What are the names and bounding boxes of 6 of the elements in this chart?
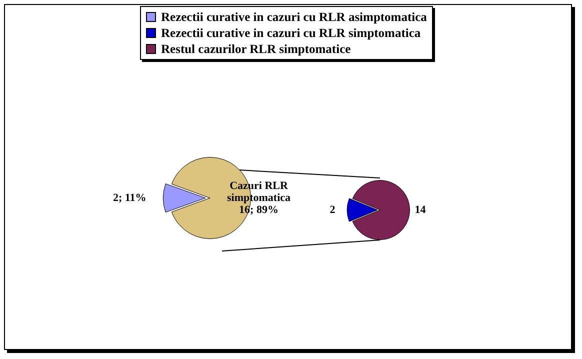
data-label: 14 xyxy=(414,204,426,216)
legend-label: Restul cazurilor RLR simptomatice xyxy=(161,41,351,57)
legend-label: Rezectii curative in cazuri cu RLR simptomatica xyxy=(161,25,421,41)
data-label: 2; 11% xyxy=(112,192,146,204)
data-label: 2 xyxy=(330,204,336,216)
legend-label: Rezectii curative in cazuri cu RLR asimptomatica xyxy=(161,9,427,25)
